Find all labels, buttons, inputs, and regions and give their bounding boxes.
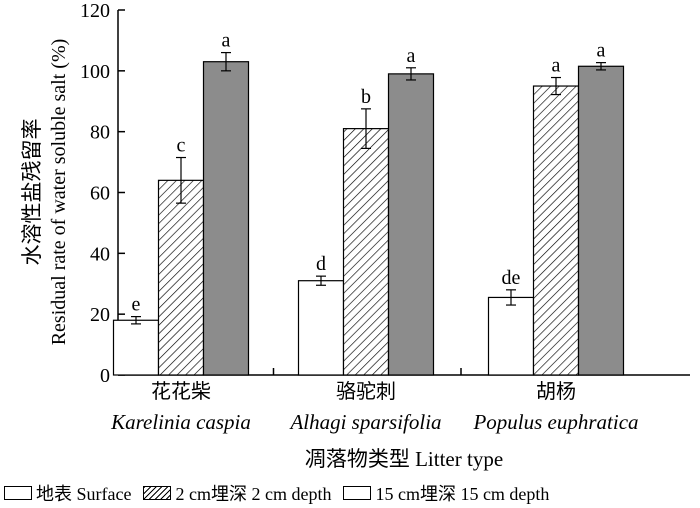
legend-swatch-15cm (343, 486, 372, 500)
y-axis-title-cn: 水溶性盐残留率 (20, 119, 44, 266)
sig-letter-series1-cat1: b (361, 86, 371, 108)
bar-series2-cat0 (202, 61, 250, 376)
sig-letter-series2-cat0: a (222, 30, 231, 52)
y-tick-label-2: 40 (90, 243, 110, 265)
y-tick-label-3: 60 (90, 183, 110, 205)
sig-letter-series2-cat2: a (597, 40, 606, 62)
bar-series0-cat1 (297, 280, 345, 376)
bar-series2-cat1 (387, 73, 435, 376)
category-label-cn-2: 胡杨 (536, 379, 576, 403)
bar-series0-cat0 (112, 319, 160, 376)
bar-series2-cat2 (577, 65, 625, 376)
bar-chart: 0 20 40 60 80 100 120 e c a 花花柴 Karelinia caspia d b a… (20, 0, 690, 471)
y-tick-label-0: 0 (100, 365, 110, 387)
bar-series0-cat2 (487, 296, 535, 376)
category-label-en-1: Alhagi sparsifolia (288, 410, 441, 434)
legend-label-2cm: 2 cm埋深 2 cm depth (175, 484, 332, 504)
bar-series1-cat1 (342, 128, 390, 376)
sig-letter-series1-cat2: a (552, 55, 561, 77)
y-tick-label-1: 20 (90, 304, 110, 326)
bar-series1-cat0 (157, 179, 205, 376)
x-axis-title: 凋落物类型 Litter type (305, 447, 503, 471)
legend-swatch-2cm (143, 486, 172, 500)
legend-label-15cm: 15 cm埋深 15 cm depth (375, 484, 550, 504)
legend-swatch-surface (4, 486, 32, 500)
category-label-en-2: Populus euphratica (472, 410, 638, 434)
sig-letter-series0-cat1: d (316, 253, 326, 275)
y-tick-label-5: 100 (80, 61, 110, 83)
bar-series1-cat2 (532, 85, 580, 376)
category-label-cn-1: 骆驼刺 (336, 379, 396, 403)
sig-letter-series2-cat1: a (407, 45, 416, 67)
sig-letter-series0-cat2: de (502, 267, 521, 289)
y-tick-label-6: 120 (80, 0, 110, 22)
legend-label-surface: 地表 Surface (36, 484, 132, 504)
sig-letter-series1-cat0: c (177, 135, 186, 157)
legend-item-2cm: 2 cm埋深 2 cm depth (143, 480, 331, 506)
legend: 地表 Surface 2 cm埋深 2 cm depth 15 cm埋深 15 … (4, 480, 561, 506)
category-label-en-0: Karelinia caspia (110, 410, 251, 434)
y-axis-title-en: Residual rate of water soluble salt (%) (48, 39, 70, 346)
sig-letter-series0-cat0: e (132, 294, 141, 316)
category-label-cn-0: 花花柴 (151, 379, 211, 403)
legend-item-surface: 地表 Surface (4, 480, 131, 506)
legend-item-15cm: 15 cm埋深 15 cm depth (343, 480, 549, 506)
y-tick-label-4: 80 (90, 122, 110, 144)
